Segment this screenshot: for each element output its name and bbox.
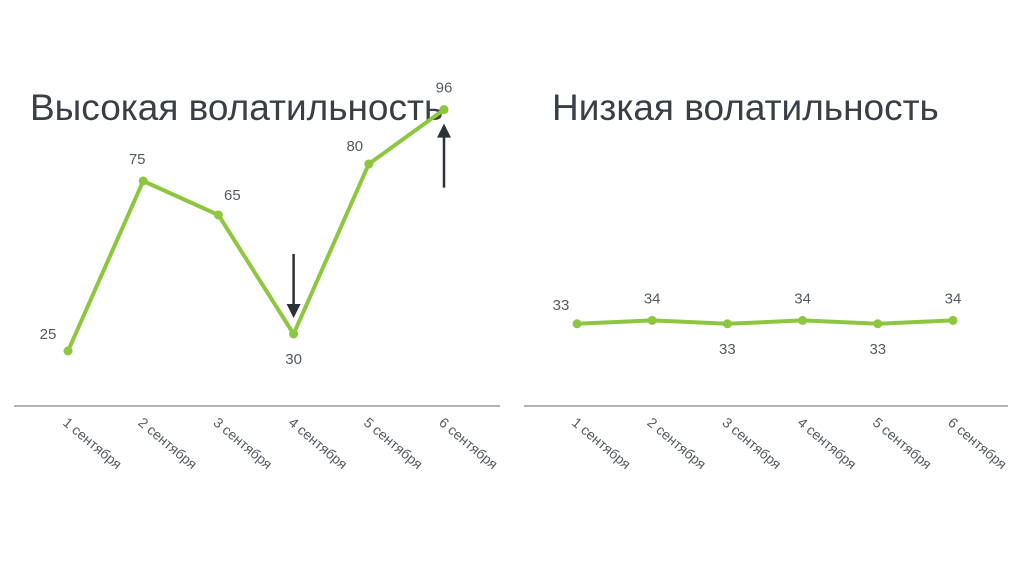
chart-title: Высокая волатильность	[30, 87, 443, 128]
data-label: 33	[553, 297, 570, 314]
x-tick-label: 4 сентября	[795, 414, 860, 472]
x-tick-label: 1 сентября	[569, 414, 634, 472]
x-tick-label: 3 сентября	[719, 414, 784, 472]
data-point	[572, 319, 582, 329]
x-tick-label: 2 сентября	[135, 414, 200, 472]
data-point	[63, 346, 73, 356]
low-volatility-chart: Низкая волатильность 33 1 сентября 34 2 сен…	[524, 87, 1010, 472]
arrow-up-icon	[437, 123, 451, 188]
data-label: 33	[869, 341, 886, 358]
x-tick-label: 6 сентября	[945, 414, 1010, 472]
x-tick-label: 6 сентября	[436, 414, 501, 472]
data-point	[798, 315, 808, 325]
data-label: 34	[794, 290, 811, 307]
data-point	[364, 159, 374, 169]
data-point	[647, 315, 657, 325]
data-point	[213, 210, 223, 220]
x-tick-label: 3 сентября	[210, 414, 275, 472]
data-point	[873, 319, 883, 329]
series-line	[66, 107, 446, 353]
x-tick-label: 5 сентября	[361, 414, 426, 472]
data-point	[289, 329, 299, 339]
data-point	[138, 176, 148, 186]
data-point	[722, 319, 732, 329]
x-tick-label: 1 сентября	[60, 414, 125, 472]
chart-title: Низкая волатильность	[552, 87, 939, 128]
arrow-down-icon	[286, 254, 301, 318]
high-volatility-chart: Высокая волатильность 25 1 сентября 75 2 се…	[14, 80, 501, 472]
data-label: 96	[436, 80, 453, 97]
data-point	[439, 105, 449, 115]
data-label: 65	[224, 187, 241, 204]
data-label: 33	[719, 341, 736, 358]
x-tick-label: 5 сентября	[870, 414, 935, 472]
data-label: 75	[129, 151, 146, 168]
data-label: 80	[346, 138, 363, 155]
data-label: 34	[945, 290, 962, 307]
data-point	[948, 315, 958, 325]
data-label: 34	[644, 290, 661, 307]
series-line	[575, 318, 955, 326]
data-label: 30	[285, 351, 302, 368]
x-tick-label: 4 сентября	[286, 414, 351, 472]
data-label: 25	[40, 326, 57, 343]
x-tick-label: 2 сентября	[644, 414, 709, 472]
